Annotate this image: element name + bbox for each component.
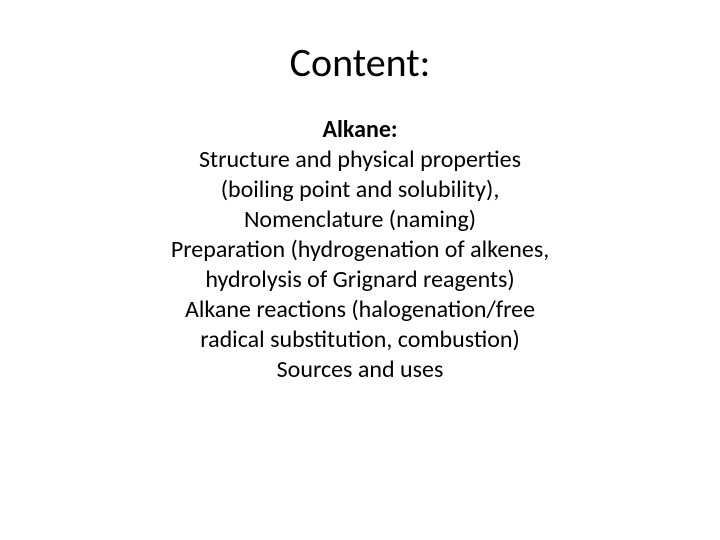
body-line-2: Nomenclature (naming) [244, 205, 476, 235]
body-line-4: hydrolysis of Grignard reagents) [205, 265, 514, 295]
body-line-5: Alkane reactions (halogenation/free [185, 295, 535, 325]
body-line-3: Preparation (hydrogenation of alkenes, [171, 235, 549, 265]
body-line-1: (boiling point and solubility), [221, 175, 500, 205]
body-line-0: Structure and physical properties [199, 145, 521, 175]
slide-subtitle: Alkane: [322, 115, 397, 145]
body-line-7: Sources and uses [277, 355, 444, 385]
slide-title: Content: [290, 38, 431, 87]
body-line-6: radical substitution, combustion) [200, 325, 520, 355]
